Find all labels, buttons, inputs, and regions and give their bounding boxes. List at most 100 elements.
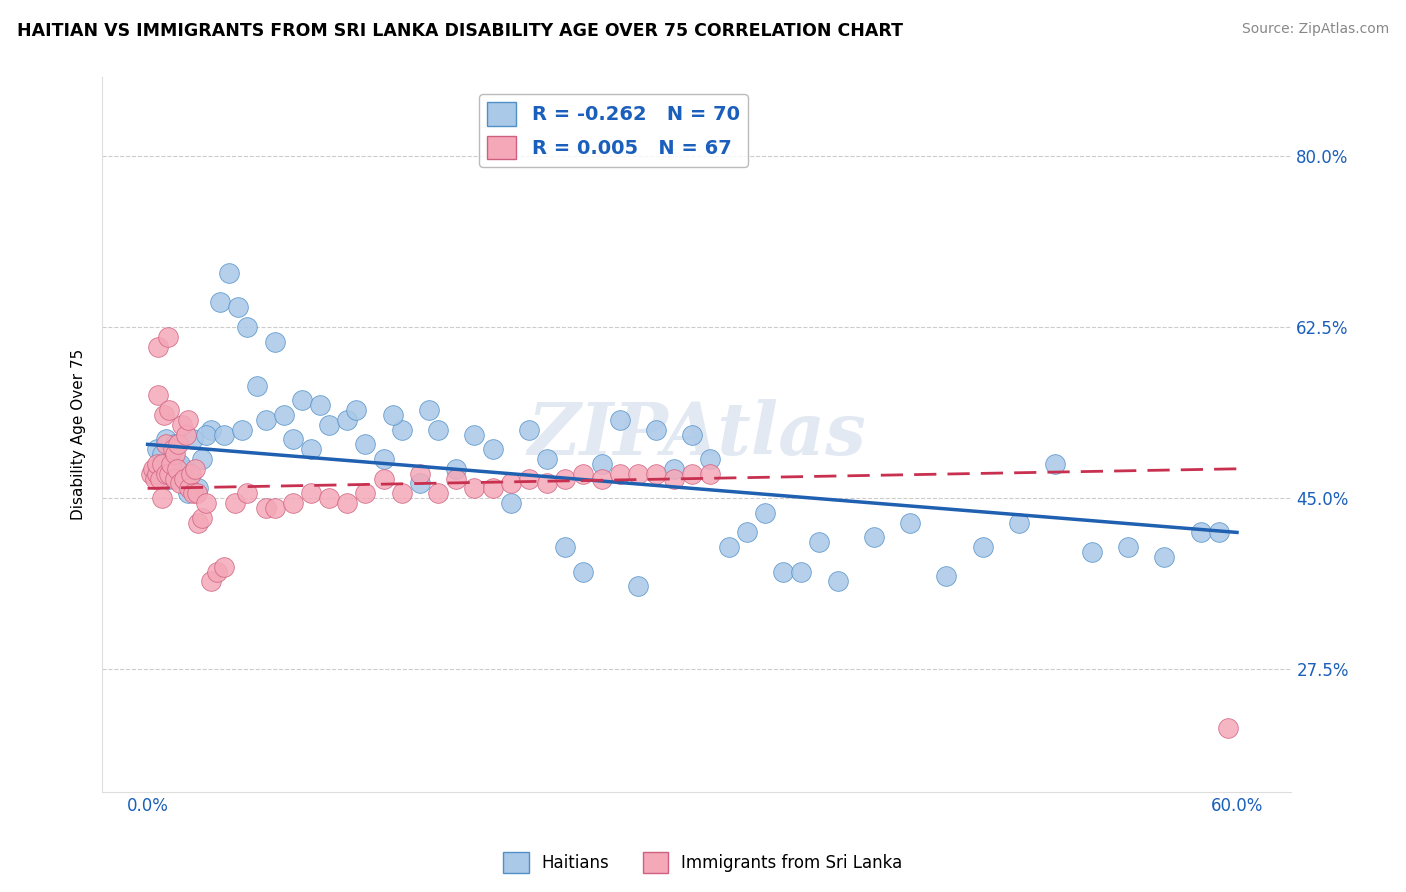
Point — [863, 530, 886, 544]
Point — [145, 467, 167, 481]
Point — [1189, 525, 1212, 540]
Point — [228, 301, 250, 315]
Point — [681, 427, 703, 442]
Point — [281, 433, 304, 447]
Point — [827, 574, 849, 589]
Point — [627, 467, 650, 481]
Point — [143, 472, 166, 486]
Point — [381, 408, 404, 422]
Point — [184, 462, 207, 476]
Point — [153, 408, 176, 422]
Point — [609, 467, 631, 481]
Point — [1080, 545, 1102, 559]
Point — [212, 427, 235, 442]
Point — [481, 482, 503, 496]
Point — [142, 462, 165, 476]
Point — [176, 486, 198, 500]
Point — [162, 442, 184, 457]
Point — [245, 378, 267, 392]
Point — [194, 427, 217, 442]
Point — [418, 403, 440, 417]
Point — [281, 496, 304, 510]
Point — [591, 457, 613, 471]
Point — [150, 457, 173, 471]
Point — [157, 403, 180, 417]
Point — [373, 452, 395, 467]
Point — [699, 452, 721, 467]
Point — [163, 437, 186, 451]
Point — [174, 427, 197, 442]
Point — [373, 472, 395, 486]
Point — [254, 500, 277, 515]
Point — [141, 467, 163, 481]
Point — [236, 320, 259, 334]
Point — [148, 339, 170, 353]
Point — [717, 540, 740, 554]
Point — [409, 467, 432, 481]
Point — [627, 579, 650, 593]
Point — [517, 423, 540, 437]
Text: Source: ZipAtlas.com: Source: ZipAtlas.com — [1241, 22, 1389, 37]
Point — [681, 467, 703, 481]
Point — [169, 457, 191, 471]
Point — [1153, 549, 1175, 564]
Point — [935, 569, 957, 583]
Point — [145, 457, 167, 471]
Point — [318, 417, 340, 432]
Point — [1116, 540, 1139, 554]
Point — [200, 423, 222, 437]
Point — [157, 472, 180, 486]
Point — [344, 403, 367, 417]
Point — [1208, 525, 1230, 540]
Point — [446, 472, 468, 486]
Point — [1045, 457, 1067, 471]
Point — [463, 482, 485, 496]
Point — [427, 486, 450, 500]
Point — [609, 413, 631, 427]
Point — [149, 472, 172, 486]
Point — [176, 413, 198, 427]
Point — [536, 476, 558, 491]
Point — [699, 467, 721, 481]
Point — [169, 476, 191, 491]
Point — [554, 472, 576, 486]
Point — [299, 486, 322, 500]
Point — [409, 476, 432, 491]
Point — [291, 393, 314, 408]
Point — [224, 496, 246, 510]
Point — [180, 467, 202, 481]
Point — [1216, 721, 1239, 735]
Point — [446, 462, 468, 476]
Point — [155, 437, 177, 451]
Point — [156, 329, 179, 343]
Point — [273, 408, 295, 422]
Point — [173, 472, 195, 486]
Y-axis label: Disability Age Over 75: Disability Age Over 75 — [72, 349, 86, 520]
Point — [299, 442, 322, 457]
Point — [167, 437, 190, 451]
Point — [572, 467, 595, 481]
Point — [209, 295, 232, 310]
Text: ZIPAtlas: ZIPAtlas — [527, 399, 866, 470]
Point — [790, 565, 813, 579]
Point — [1008, 516, 1031, 530]
Point — [463, 427, 485, 442]
Legend: R = -0.262   N = 70, R = 0.005   N = 67: R = -0.262 N = 70, R = 0.005 N = 67 — [479, 95, 748, 167]
Point — [157, 467, 180, 481]
Text: HAITIAN VS IMMIGRANTS FROM SRI LANKA DISABILITY AGE OVER 75 CORRELATION CHART: HAITIAN VS IMMIGRANTS FROM SRI LANKA DIS… — [17, 22, 903, 40]
Point — [179, 482, 201, 496]
Point — [212, 559, 235, 574]
Point — [481, 442, 503, 457]
Point — [155, 433, 177, 447]
Point — [754, 506, 776, 520]
Point — [191, 452, 214, 467]
Point — [200, 574, 222, 589]
Point — [160, 457, 183, 471]
Point — [517, 472, 540, 486]
Point — [205, 565, 228, 579]
Point — [172, 417, 194, 432]
Point — [166, 462, 188, 476]
Point — [499, 496, 522, 510]
Point — [173, 462, 195, 476]
Point — [155, 467, 177, 481]
